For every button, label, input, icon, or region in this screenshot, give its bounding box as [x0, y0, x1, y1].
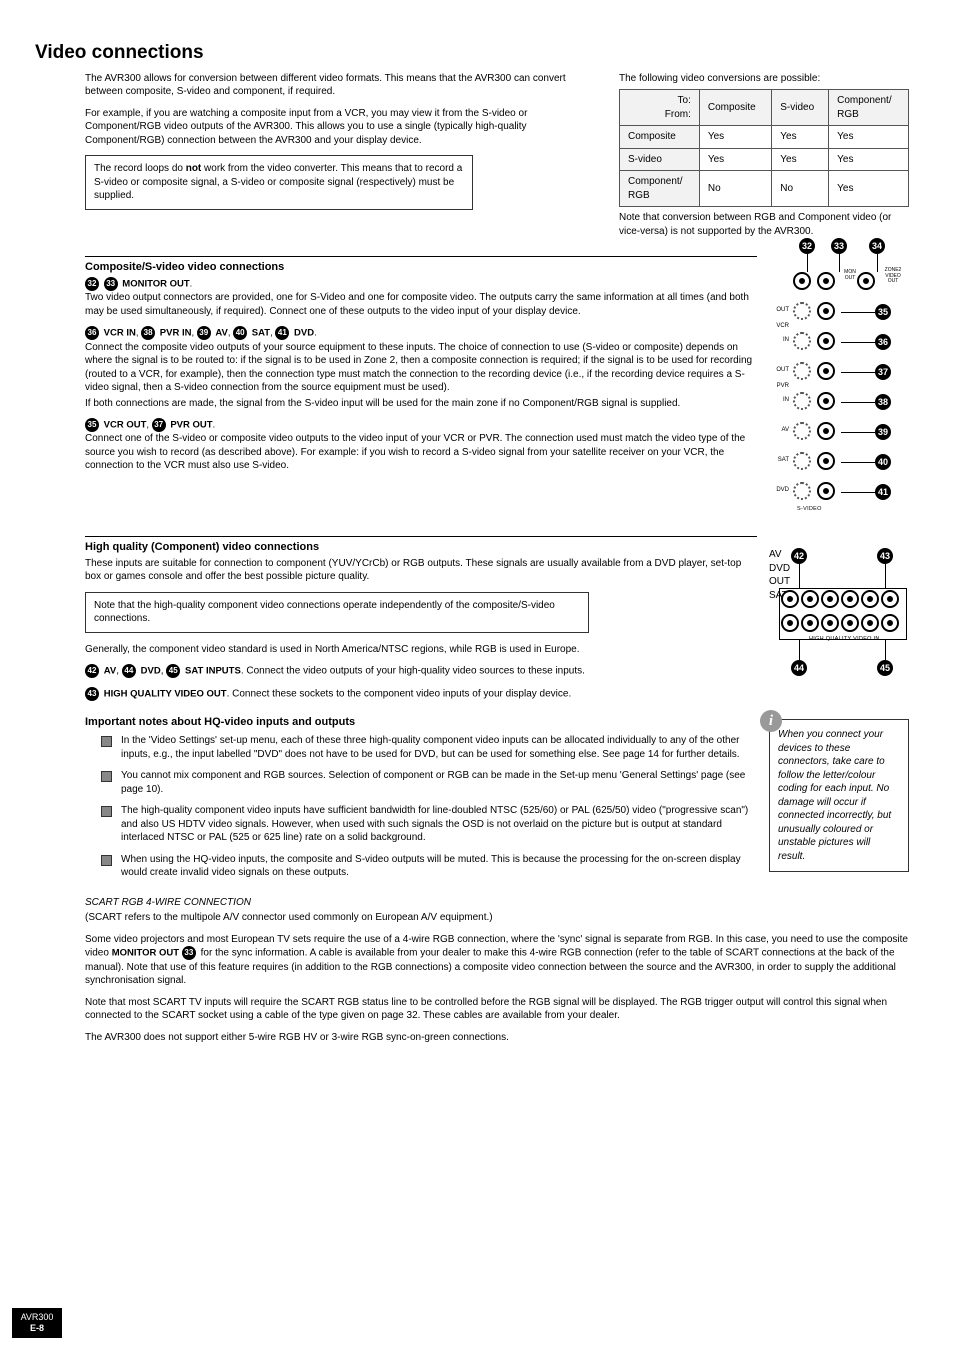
svideo-icon	[793, 392, 811, 410]
list-item: You cannot mix component and RGB sources…	[101, 769, 757, 796]
diagram-composite: 32 33 34 MON OUT ZONE2 VIDEO OUT OUT	[769, 238, 919, 518]
heading-hq: High quality (Component) video connectio…	[85, 536, 757, 555]
hq-note: Note that the high-quality component vid…	[85, 592, 589, 633]
table-note: Note that conversion between RGB and Com…	[619, 211, 909, 238]
inputs-p1: Connect the composite video outputs of y…	[85, 341, 757, 395]
inputs-head: 36 VCR IN, 38 PVR IN, 39 AV, 40 SAT, 41 …	[85, 326, 757, 340]
list-item: The high-quality component video inputs …	[101, 804, 757, 845]
scart-p3: The AVR300 does not support either 5-wir…	[85, 1031, 919, 1045]
connector-icon	[793, 272, 811, 290]
connector-icon	[857, 272, 875, 290]
info-callout: i When you connect your devices to these…	[769, 719, 909, 872]
hq-output-line: 43 HIGH QUALITY VIDEO OUT. Connect these…	[85, 687, 757, 701]
connector-icon	[817, 302, 835, 320]
connector-icon	[821, 614, 839, 632]
record-note: The record loops do not work from the vi…	[85, 155, 473, 210]
intro-p2: For example, if you are watching a compo…	[85, 107, 603, 148]
conversion-table: To: From: Composite S-video Component/ R…	[619, 89, 909, 207]
connector-icon	[817, 482, 835, 500]
svideo-icon	[793, 362, 811, 380]
outputs-head: 35 VCR OUT, 37 PVR OUT.	[85, 418, 757, 432]
connector-icon	[781, 614, 799, 632]
scart-p1: Some video projectors and most European …	[85, 933, 919, 988]
scart-p2: Note that most SCART TV inputs will requ…	[85, 996, 919, 1023]
svideo-icon	[793, 452, 811, 470]
connector-icon	[821, 590, 839, 608]
connector-icon	[841, 614, 859, 632]
connector-icon	[881, 614, 899, 632]
hq-p1: These inputs are suitable for connection…	[85, 557, 757, 584]
hq-p2: Generally, the component video standard …	[85, 643, 757, 657]
connector-icon	[801, 590, 819, 608]
diagram-hq: 42 43 AV DVD OUT SAT HIGH QUALITY VIDEO …	[769, 548, 919, 678]
connector-icon	[817, 392, 835, 410]
heading-composite: Composite/S-video video connections	[85, 256, 757, 275]
notes-list: In the 'Video Settings' set-up menu, eac…	[101, 734, 757, 880]
connector-icon	[817, 452, 835, 470]
list-item: When using the HQ-video inputs, the comp…	[101, 853, 757, 880]
connector-icon	[817, 422, 835, 440]
connector-icon	[817, 362, 835, 380]
connector-icon	[881, 590, 899, 608]
outputs-p: Connect one of the S-video or composite …	[85, 432, 757, 473]
connector-icon	[861, 590, 879, 608]
monitor-out-text: Two video output connectors are provided…	[85, 291, 757, 318]
monitor-out-head: 32 33 MONITOR OUT.	[85, 277, 757, 291]
heading-notes: Important notes about HQ-video inputs an…	[85, 715, 757, 730]
svideo-icon	[793, 422, 811, 440]
svideo-icon	[793, 482, 811, 500]
inputs-p2: If both connections are made, the signal…	[85, 397, 757, 411]
scart-p0: (SCART refers to the multipole A/V conne…	[85, 911, 919, 925]
connector-icon	[817, 332, 835, 350]
list-item: In the 'Video Settings' set-up menu, eac…	[101, 734, 757, 761]
table-caption: The following video conversions are poss…	[619, 72, 919, 86]
svideo-icon	[793, 332, 811, 350]
connector-icon	[801, 614, 819, 632]
page-tag: AVR300 E-8	[12, 1308, 62, 1338]
hq-inputs-line: 42 AV, 44 DVD, 45 SAT INPUTS. Connect th…	[85, 664, 757, 678]
intro-p1: The AVR300 allows for conversion between…	[85, 72, 603, 99]
connector-icon	[861, 614, 879, 632]
connector-icon	[781, 590, 799, 608]
svideo-icon	[793, 302, 811, 320]
page-title: Video connections	[35, 40, 919, 66]
connector-icon	[817, 272, 835, 290]
scart-heading: SCART RGB 4-WIRE CONNECTION	[85, 896, 919, 910]
connector-icon	[841, 590, 859, 608]
